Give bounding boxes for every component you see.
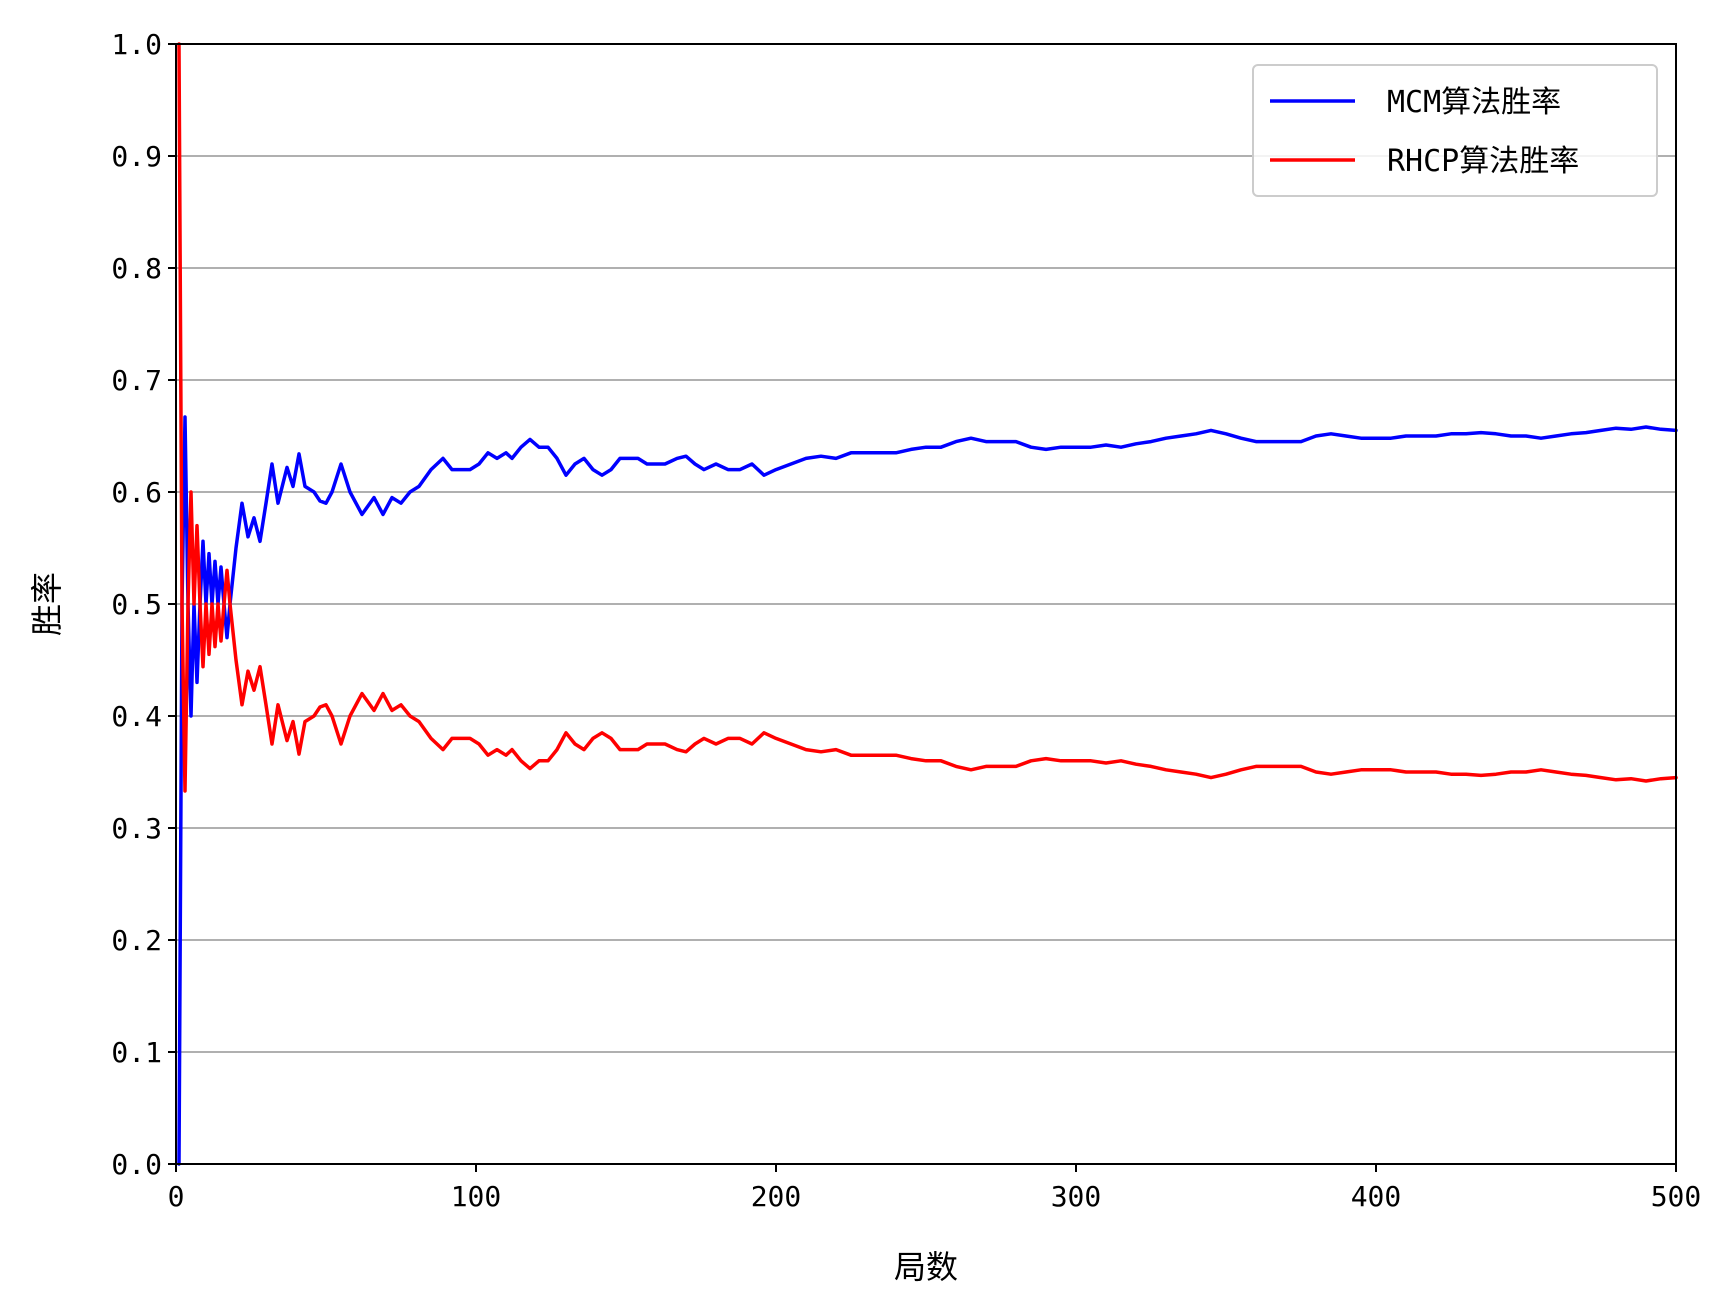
series-lines (177, 42, 1678, 1166)
y-tick-label: 0.8 (111, 252, 162, 285)
x-tick-label: 400 (1351, 1180, 1402, 1213)
legend-box (1252, 64, 1658, 197)
y-axis-ticks: 0.0 0.1 0.2 0.3 0.4 0.5 0.6 0.7 0.8 0.9 1.0 (111, 28, 176, 1181)
y-tick-label: 0.3 (111, 812, 162, 845)
y-tick-label: 0.5 (111, 588, 162, 621)
x-tick-label: 300 (1051, 1180, 1102, 1213)
x-tick-label: 500 (1651, 1180, 1702, 1213)
y-tick-label: 0.4 (111, 700, 162, 733)
series-line-1 (177, 42, 1678, 793)
y-tick-label: 0.1 (111, 1036, 162, 1069)
y-tick-label: 0.6 (111, 476, 162, 509)
legend-label-rhcp: RHCP算法胜率 (1387, 144, 1579, 179)
y-tick-label: 0.0 (111, 1148, 162, 1181)
x-tick-label: 200 (751, 1180, 802, 1213)
series-line-0 (177, 415, 1678, 1166)
y-tick-label: 0.7 (111, 364, 162, 397)
y-tick-label: 1.0 (111, 28, 162, 61)
y-gridlines (176, 155, 1676, 1053)
legend-label-mcm: MCM算法胜率 (1387, 85, 1561, 120)
legend: MCM算法胜率 RHCP算法胜率 (1252, 64, 1658, 197)
x-axis-ticks: 0 100 200 300 400 500 (168, 1164, 1702, 1213)
x-tick-label: 0 (168, 1180, 185, 1213)
y-axis-title: 胜率 (28, 572, 66, 636)
y-tick-label: 0.9 (111, 140, 162, 173)
x-axis-title: 局数 (894, 1248, 958, 1286)
y-tick-label: 0.2 (111, 924, 162, 957)
x-tick-label: 100 (451, 1180, 502, 1213)
